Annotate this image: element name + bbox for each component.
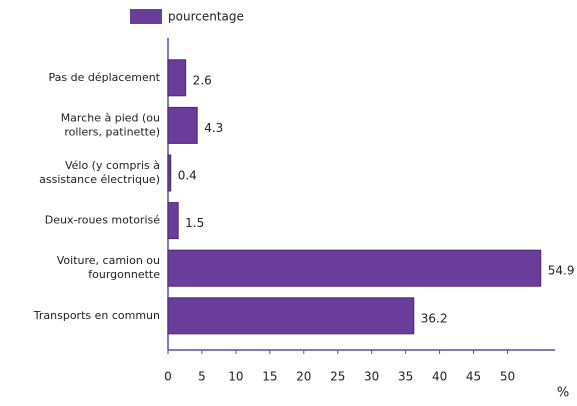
x-tick-label: 10	[228, 370, 243, 384]
value-label: 2.6	[193, 73, 212, 87]
bar	[167, 249, 542, 287]
x-tick-label: 15	[262, 370, 277, 384]
value-label: 54.9	[548, 264, 575, 278]
x-tick-label: 0	[164, 370, 172, 384]
x-tick-label: 25	[330, 370, 345, 384]
y-tick-label: Deux-roues motorisé	[45, 214, 160, 227]
bar	[167, 297, 415, 335]
x-tick-label: 35	[398, 370, 413, 384]
legend-swatch	[130, 9, 162, 24]
y-tick-label: Pas de déplacement	[49, 71, 161, 84]
bar	[167, 59, 187, 97]
value-label: 4.3	[204, 121, 223, 135]
y-tick-label: Transports en commun	[33, 309, 160, 322]
x-tick-label: 5	[198, 370, 206, 384]
x-tick-label: 30	[364, 370, 379, 384]
value-label: 1.5	[185, 216, 204, 230]
bar	[167, 202, 179, 240]
y-tick-label: Marche à pied (ou rollers, patinette)	[61, 111, 160, 138]
bar	[167, 154, 172, 192]
bar	[167, 106, 198, 144]
x-tick-label: 40	[432, 370, 447, 384]
legend-label: pourcentage	[168, 10, 244, 24]
x-tick-label: 45	[466, 370, 481, 384]
y-tick-label: Voiture, camion ou fourgonnette	[57, 254, 160, 281]
x-tick-label: 50	[500, 370, 515, 384]
value-label: 36.2	[421, 311, 448, 325]
x-axis-label: %	[557, 386, 569, 401]
y-tick-label: Vélo (y compris à assistance électrique)	[39, 159, 160, 186]
x-tick-label: 20	[296, 370, 311, 384]
value-label: 0.4	[178, 169, 197, 183]
